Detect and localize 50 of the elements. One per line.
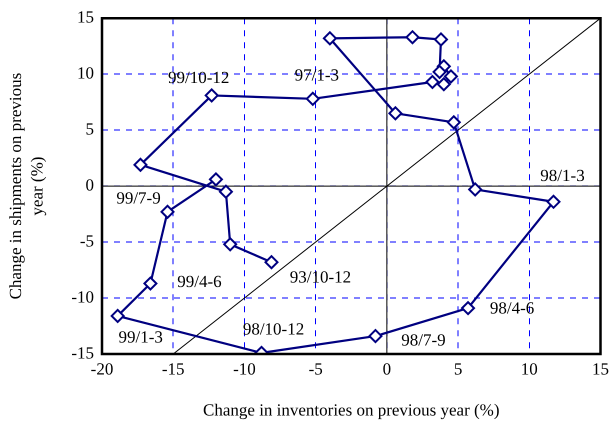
annotation: 99/1-3 — [118, 327, 163, 346]
annotation: 99/7-9 — [116, 188, 161, 208]
x-tick-label: 0 — [382, 360, 392, 379]
point — [468, 182, 482, 196]
annotation: 98/7-9 — [401, 330, 446, 350]
point — [446, 115, 461, 130]
y-tick-label: 15 — [77, 8, 94, 27]
y-tick-label: 5 — [86, 120, 94, 139]
x-tick-label: -5 — [308, 360, 323, 379]
point — [436, 77, 451, 92]
x-tick-label: -15 — [162, 360, 185, 379]
annotation: 93/10-12 — [290, 268, 352, 287]
annotation: 98/10-12 — [242, 319, 304, 338]
point — [444, 69, 458, 84]
point — [306, 92, 320, 106]
annotation: 99/4-6 — [177, 272, 222, 291]
annotation: 99/10-12 — [168, 68, 230, 87]
y-tick-label: -5 — [80, 232, 94, 251]
point — [223, 237, 238, 252]
annotation: 97/1-3 — [294, 65, 339, 84]
annotation: 98/1-3 — [540, 166, 585, 186]
point — [368, 329, 382, 344]
point — [143, 276, 158, 290]
annotation: 98/4-6 — [490, 298, 534, 318]
y-tick-label: -10 — [71, 288, 94, 306]
point — [133, 158, 148, 172]
point — [218, 184, 233, 199]
point — [434, 32, 448, 46]
point — [461, 301, 476, 316]
point — [110, 308, 125, 323]
x-tick-label: 10 — [520, 360, 538, 379]
y-tick-label: 10 — [77, 64, 94, 83]
x-tick-label: -10 — [233, 360, 256, 379]
x-tick-label: -20 — [90, 360, 114, 379]
y-tick-label: 0 — [86, 176, 94, 195]
point — [160, 204, 175, 219]
y-axis-title: Change in shipments on previous year (%) — [6, 72, 46, 300]
point — [204, 88, 219, 102]
x-tick-label: 15 — [592, 360, 609, 379]
y-tick-label: -15 — [71, 343, 94, 362]
point — [208, 172, 223, 186]
point — [546, 194, 560, 209]
x-tick-label: 5 — [454, 360, 462, 379]
point — [388, 106, 402, 120]
point — [264, 255, 278, 270]
point — [322, 31, 337, 46]
x-axis-title: Change in inventories on previous year (%) — [203, 400, 500, 420]
point — [432, 64, 447, 79]
point — [425, 75, 440, 89]
point — [405, 30, 420, 44]
